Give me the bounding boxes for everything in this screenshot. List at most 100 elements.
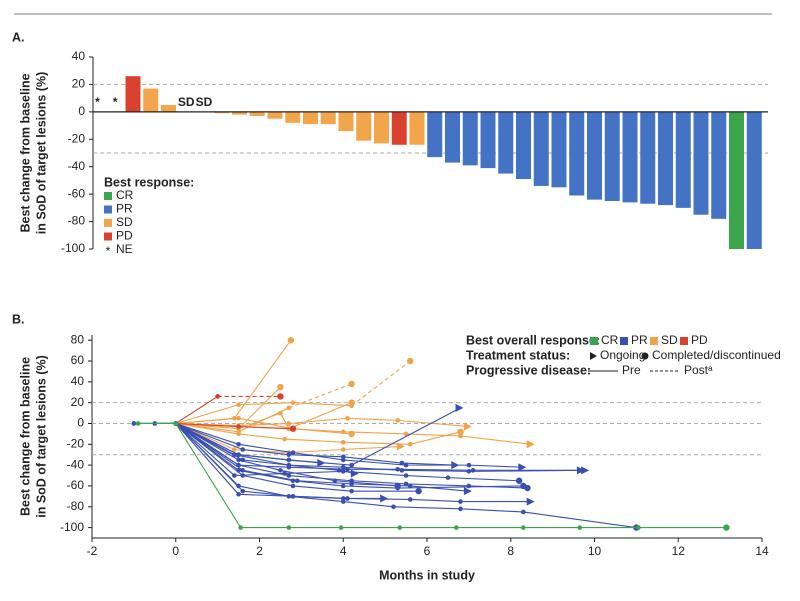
bar — [232, 111, 247, 115]
point — [286, 421, 292, 426]
point — [521, 525, 526, 530]
series-line — [175, 417, 352, 435]
series-line — [351, 360, 411, 407]
bar — [356, 111, 372, 141]
y-tick-label: 0 — [78, 104, 85, 118]
point — [286, 464, 292, 470]
point — [340, 457, 346, 463]
y-tick-label: 20 — [72, 77, 86, 91]
point — [349, 403, 354, 409]
bar — [604, 111, 620, 201]
bar — [462, 111, 478, 166]
annotation: * — [113, 95, 118, 109]
point — [338, 525, 344, 530]
bar — [675, 111, 691, 208]
point — [290, 400, 296, 405]
completed-marker — [723, 524, 730, 531]
x-tick-label: 0 — [172, 544, 179, 558]
series-line — [175, 422, 461, 445]
y-tick-label: -40 — [68, 159, 86, 173]
series-line — [175, 423, 469, 492]
legend-title: Treatment status: — [466, 348, 570, 362]
point — [466, 483, 472, 489]
legend-marker — [641, 352, 649, 360]
point — [395, 466, 400, 472]
y-tick-label: 60 — [71, 353, 85, 367]
point — [236, 491, 241, 497]
bar — [161, 105, 176, 112]
bar — [516, 111, 531, 180]
bar — [640, 111, 656, 204]
ongoing-marker — [518, 463, 527, 472]
legend-label: NE — [116, 242, 133, 256]
point — [349, 481, 354, 487]
ongoing-marker — [455, 403, 464, 412]
y-tick-label: 80 — [71, 332, 85, 346]
completed-marker — [289, 425, 297, 432]
bar — [658, 111, 673, 206]
bar — [427, 111, 443, 158]
legend-label: CR — [601, 333, 619, 347]
point — [636, 525, 641, 530]
completed-marker — [515, 477, 523, 484]
point — [286, 457, 292, 463]
legend-swatch — [590, 337, 598, 345]
series-line — [175, 417, 469, 428]
bar — [303, 111, 318, 125]
point — [407, 442, 413, 447]
bar — [125, 76, 141, 112]
point — [290, 494, 296, 499]
y-axis-label: in SoD of target lesions (%) — [34, 355, 48, 518]
point — [240, 447, 246, 452]
legend-marker — [590, 352, 597, 360]
bar — [587, 111, 602, 200]
point — [445, 475, 451, 480]
annotation: SD — [178, 95, 195, 109]
bar — [533, 111, 549, 186]
point — [340, 464, 346, 470]
point — [345, 415, 350, 421]
x-tick-label: 12 — [672, 544, 686, 558]
ongoing-marker — [396, 442, 405, 451]
legend-title: Best overall response: — [466, 333, 600, 347]
legend-label: CR — [116, 188, 134, 202]
point — [340, 483, 346, 489]
point — [403, 462, 409, 468]
bar — [480, 111, 496, 169]
bar — [374, 111, 389, 144]
point — [173, 421, 179, 426]
point — [395, 418, 400, 423]
completed-marker — [348, 380, 355, 388]
ongoing-marker — [380, 494, 389, 503]
legend-label: PD — [691, 333, 708, 347]
point — [236, 431, 241, 437]
point — [454, 525, 459, 530]
point — [407, 483, 413, 489]
bar — [391, 111, 407, 145]
point — [131, 421, 137, 426]
completed-marker — [407, 357, 414, 365]
legend-swatch — [104, 219, 112, 227]
point — [278, 468, 283, 473]
point — [458, 433, 463, 439]
point — [232, 447, 237, 452]
series-line — [175, 422, 323, 464]
point — [340, 439, 346, 445]
bar — [249, 111, 265, 116]
point — [458, 499, 463, 504]
y-tick-label: 0 — [77, 416, 84, 430]
legend-swatch — [650, 337, 658, 345]
annotation: SD — [196, 95, 213, 109]
x-tick-label: 10 — [588, 544, 602, 558]
legend-label: Postᵃ — [684, 363, 713, 377]
ongoing-marker — [350, 469, 359, 478]
point — [286, 473, 292, 478]
series-line — [133, 407, 461, 466]
point — [577, 525, 583, 530]
bar — [498, 111, 514, 174]
point — [282, 471, 287, 476]
legend-swatch — [104, 192, 112, 200]
point — [340, 469, 346, 474]
point — [236, 457, 241, 463]
point — [282, 436, 287, 442]
